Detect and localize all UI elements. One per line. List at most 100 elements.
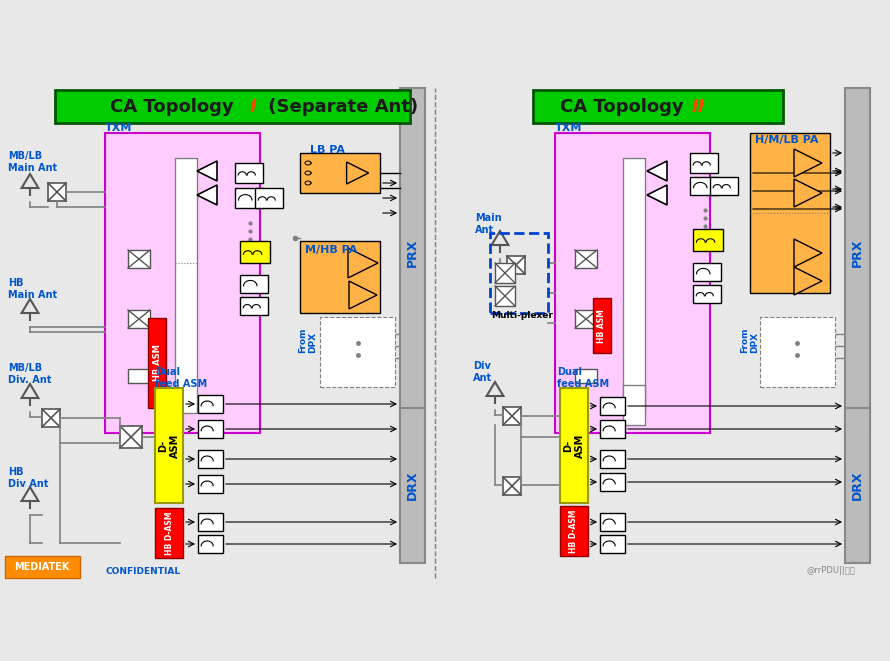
FancyBboxPatch shape: [623, 158, 645, 413]
FancyBboxPatch shape: [600, 535, 625, 553]
FancyBboxPatch shape: [710, 177, 738, 195]
FancyBboxPatch shape: [5, 556, 80, 578]
FancyBboxPatch shape: [560, 506, 588, 556]
Polygon shape: [794, 149, 822, 177]
FancyBboxPatch shape: [240, 275, 268, 293]
FancyBboxPatch shape: [128, 250, 150, 268]
FancyBboxPatch shape: [507, 256, 525, 274]
Text: HB D-ASM: HB D-ASM: [570, 509, 578, 553]
FancyBboxPatch shape: [155, 508, 183, 558]
Text: HB
Main Ant: HB Main Ant: [8, 278, 57, 300]
FancyBboxPatch shape: [495, 286, 515, 306]
Text: From
DPX: From DPX: [298, 327, 318, 353]
FancyBboxPatch shape: [690, 153, 718, 173]
Polygon shape: [794, 179, 822, 207]
FancyBboxPatch shape: [300, 153, 380, 193]
Text: D-
ASM: D- ASM: [158, 434, 180, 458]
Text: TXM: TXM: [105, 123, 133, 133]
FancyBboxPatch shape: [503, 477, 521, 495]
FancyBboxPatch shape: [503, 407, 521, 425]
Text: @rrPDU||合会: @rrPDU||合会: [806, 566, 855, 575]
Text: Main
Ant: Main Ant: [475, 214, 502, 235]
Text: PRX: PRX: [406, 239, 418, 267]
Bar: [490, 233, 548, 313]
FancyBboxPatch shape: [600, 473, 625, 491]
Text: HB
Div Ant: HB Div Ant: [8, 467, 48, 489]
FancyBboxPatch shape: [198, 475, 223, 493]
FancyBboxPatch shape: [533, 90, 783, 123]
FancyBboxPatch shape: [575, 310, 597, 328]
Polygon shape: [794, 267, 822, 295]
Polygon shape: [647, 161, 667, 181]
Text: HB ASM: HB ASM: [152, 344, 161, 381]
Text: Multi-plexer: Multi-plexer: [491, 311, 553, 320]
Text: MB/LB
Div. Ant: MB/LB Div. Ant: [8, 364, 52, 385]
FancyBboxPatch shape: [593, 298, 611, 353]
FancyBboxPatch shape: [120, 426, 142, 448]
FancyBboxPatch shape: [240, 297, 268, 315]
Text: DRX: DRX: [851, 470, 863, 500]
FancyBboxPatch shape: [845, 88, 870, 433]
FancyBboxPatch shape: [198, 395, 223, 413]
FancyBboxPatch shape: [600, 420, 625, 438]
FancyBboxPatch shape: [155, 388, 183, 503]
FancyBboxPatch shape: [600, 450, 625, 468]
FancyBboxPatch shape: [300, 241, 380, 313]
Text: Div
Ant: Div Ant: [473, 362, 492, 383]
FancyBboxPatch shape: [600, 397, 625, 415]
Text: MEDIATEK: MEDIATEK: [14, 562, 69, 572]
FancyBboxPatch shape: [693, 285, 721, 303]
Polygon shape: [794, 239, 822, 267]
FancyBboxPatch shape: [845, 408, 870, 563]
FancyBboxPatch shape: [320, 317, 395, 387]
Text: DRX: DRX: [406, 470, 418, 500]
FancyBboxPatch shape: [690, 177, 718, 195]
Text: I: I: [250, 98, 256, 116]
FancyBboxPatch shape: [575, 250, 597, 268]
Polygon shape: [346, 162, 368, 184]
FancyBboxPatch shape: [198, 513, 223, 531]
Text: CA Topology: CA Topology: [110, 98, 240, 116]
FancyBboxPatch shape: [555, 133, 710, 433]
FancyBboxPatch shape: [198, 420, 223, 438]
FancyBboxPatch shape: [42, 409, 60, 427]
FancyBboxPatch shape: [198, 450, 223, 468]
FancyBboxPatch shape: [400, 88, 425, 433]
Text: HB D-ASM: HB D-ASM: [165, 511, 174, 555]
Text: MB/LB
Main Ant: MB/LB Main Ant: [8, 151, 57, 173]
Text: From
DPX: From DPX: [740, 327, 759, 353]
FancyBboxPatch shape: [560, 388, 588, 503]
FancyBboxPatch shape: [128, 310, 150, 328]
Text: LB PA: LB PA: [310, 145, 345, 155]
Text: CA Topology: CA Topology: [560, 98, 690, 116]
FancyBboxPatch shape: [400, 408, 425, 563]
FancyBboxPatch shape: [760, 317, 835, 387]
FancyBboxPatch shape: [693, 263, 721, 281]
FancyBboxPatch shape: [235, 163, 263, 183]
FancyBboxPatch shape: [255, 188, 283, 208]
Text: Dual
feed ASM: Dual feed ASM: [155, 368, 207, 389]
FancyBboxPatch shape: [600, 513, 625, 531]
Polygon shape: [349, 281, 377, 309]
Text: H/M/LB PA: H/M/LB PA: [755, 135, 819, 145]
Text: II: II: [692, 98, 706, 116]
Text: TXM: TXM: [555, 123, 582, 133]
Text: Dual
feed ASM: Dual feed ASM: [557, 368, 609, 389]
FancyBboxPatch shape: [495, 263, 515, 283]
Polygon shape: [348, 248, 378, 278]
FancyBboxPatch shape: [235, 188, 263, 208]
FancyBboxPatch shape: [148, 318, 166, 408]
FancyBboxPatch shape: [48, 183, 66, 201]
Bar: [128, 369, 150, 383]
Text: HB ASM: HB ASM: [597, 309, 606, 343]
Text: M/HB PA: M/HB PA: [305, 245, 358, 255]
Text: CONFIDENTIAL: CONFIDENTIAL: [105, 566, 180, 576]
Polygon shape: [647, 185, 667, 205]
FancyBboxPatch shape: [105, 133, 260, 433]
Bar: [575, 369, 597, 383]
FancyBboxPatch shape: [623, 385, 645, 425]
FancyBboxPatch shape: [240, 241, 270, 263]
FancyBboxPatch shape: [55, 90, 410, 123]
Polygon shape: [197, 161, 217, 181]
FancyBboxPatch shape: [750, 133, 830, 293]
